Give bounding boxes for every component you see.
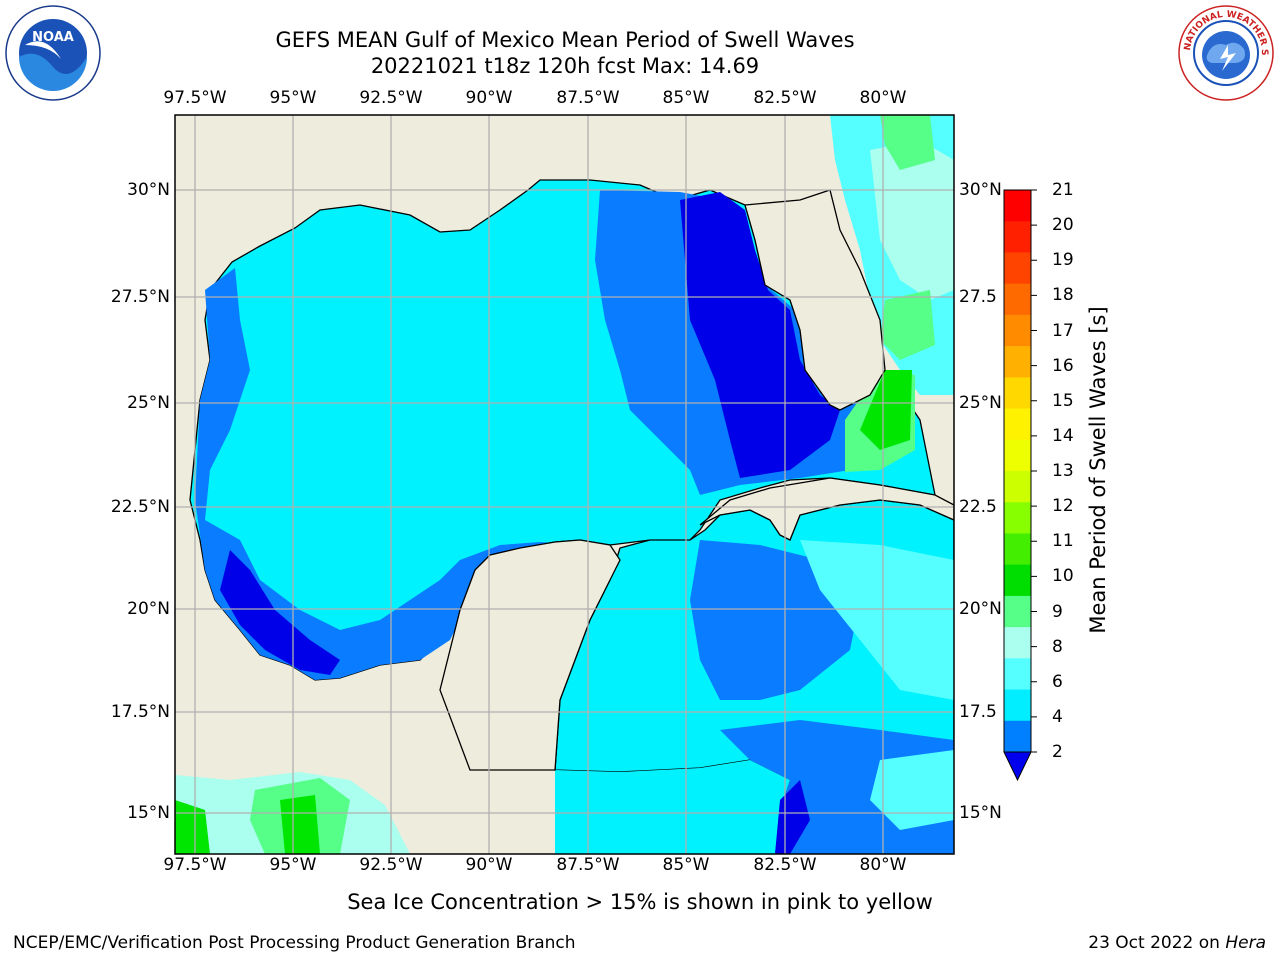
colorbar-label: 15 [1052,390,1074,411]
colorbar-segment [1004,658,1031,691]
lon-tick-top: 82.5°W [753,88,817,108]
lat-tick-right: 15°N [959,803,1002,823]
lat-tick-left: 20°N [127,599,170,619]
swell-6-8-southeast [870,750,954,830]
lat-tick-left: 25°N [127,393,170,413]
colorbar-segment [1004,627,1031,659]
lon-tick-top: 85°W [662,88,710,108]
colorbar-label: 21 [1052,180,1074,200]
footer-date: 23 Oct 2022 on Hera [1088,933,1266,953]
swell-9-10-atlantic [880,115,935,170]
colorbar-label: 9 [1052,601,1063,622]
swell-6-8-caribbean [800,540,954,700]
map-frame [174,114,955,855]
colorbar-segment [1004,314,1031,347]
colorbar-extend-arrow [1003,751,1032,782]
colorbar-segment [1004,221,1031,253]
lat-tick-left: 17.5°N [110,702,170,722]
colorbar-segment [1004,564,1031,597]
title-line-1: GEFS MEAN Gulf of Mexico Mean Period of … [275,28,855,52]
swell-9-10-bahamas [880,290,935,360]
colorbar-label: 17 [1052,320,1074,341]
colorbar-label: 4 [1052,706,1063,727]
lat-tick-left: 27.5°N [110,287,170,307]
lon-tick-top: 87.5°W [556,88,620,108]
lon-tick-bottom: 82.5°W [753,855,817,875]
graticule [175,115,954,854]
lat-tick-right: 17.5 [959,702,997,722]
colorbar-segment [1004,377,1031,410]
caribbean-water [555,760,790,854]
lon-tick-top: 95°W [269,88,317,108]
swell-8-9-atlantic [870,140,954,300]
lat-tick-right: 20°N [959,599,1002,619]
swell-lt2-northeast [680,192,840,478]
colorbar-label: 20 [1052,215,1074,236]
colorbar-segment [1004,720,1031,753]
colorbar-segment [1004,595,1031,628]
colorbar [1003,189,1037,782]
colorbar-label: 14 [1052,425,1074,446]
lon-tick-bottom: 90°W [465,855,513,875]
colorbar-label: 6 [1052,671,1063,692]
swell-10-11-straits [860,370,912,450]
lon-tick-top: 97.5°W [163,88,227,108]
lon-tick-bottom: 80°W [859,855,907,875]
swell-lt2-west [220,550,340,675]
colorbar-segment [1004,408,1031,441]
title-line-2: 20221021 t18z 120h fcst Max: 14.69 [370,54,760,78]
swell-10-11-pacific-2 [280,795,320,854]
lon-tick-bottom: 97.5°W [163,855,227,875]
lon-tick-bottom: 87.5°W [556,855,620,875]
colorbar-label: 16 [1052,355,1074,376]
footer-credit: NCEP/EMC/Verification Post Processing Pr… [13,933,576,953]
colorbar-segment [1004,439,1031,472]
cuba-land [699,477,954,541]
lat-tick-right: 27.5 [959,287,997,307]
lon-tick-top: 80°W [859,88,907,108]
lon-tick-top: 90°W [465,88,513,108]
nws-logo: NATIONAL WEATHER SERVICE [1178,5,1274,101]
colorbar-segment [1004,502,1031,534]
colorbar-segment [1004,689,1031,722]
noaa-logo: NOAA [5,5,101,101]
footer-machine: Hera [1225,933,1266,953]
colorbar-segment [1004,346,1031,378]
lat-tick-right: 22.5 [959,497,997,517]
chart-title: GEFS MEAN Gulf of Mexico Mean Period of … [175,27,955,79]
lon-tick-bottom: 92.5°W [359,855,423,875]
noaa-logo-text: NOAA [32,30,74,45]
colorbar-label: 11 [1052,531,1074,552]
colorbar-label: 12 [1052,496,1074,517]
footer-date-text: 23 Oct 2022 on [1088,933,1226,953]
lat-tick-right: 25°N [959,393,1002,413]
colorbar-title: Mean Period of Swell Waves [s] [1086,306,1110,634]
colorbar-label: 2 [1052,742,1063,762]
lon-tick-bottom: 85°W [662,855,710,875]
colorbar-label: 8 [1052,636,1063,657]
colorbar-label: 13 [1052,461,1074,481]
colorbar-segment [1004,190,1031,222]
lat-tick-left: 22.5°N [110,497,170,517]
colorbar-segment [1004,533,1031,566]
colorbar-segment [1004,283,1031,316]
colorbar-label: 19 [1052,250,1074,271]
lat-tick-left: 15°N [127,803,170,823]
lat-tick-left: 30°N [127,180,170,200]
colorbar-label: 18 [1052,285,1074,306]
lon-tick-bottom: 95°W [269,855,317,875]
sea-ice-note: Sea Ice Concentration > 15% is shown in … [347,890,933,914]
colorbar-label: 10 [1052,566,1074,587]
lat-tick-right: 30°N [959,180,1002,200]
colorbar-segment [1004,471,1031,503]
lon-tick-top: 92.5°W [359,88,423,108]
swell-lt2-southeast [775,780,810,854]
colorbar-segment [1004,252,1031,285]
